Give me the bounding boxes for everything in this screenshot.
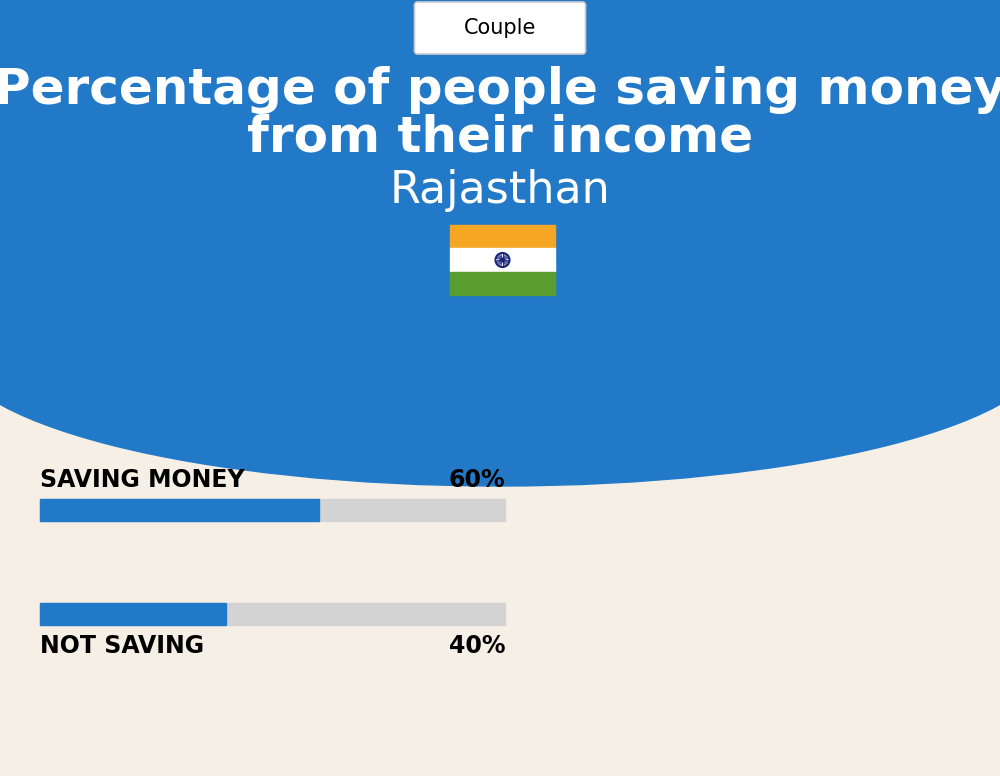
Ellipse shape xyxy=(0,206,1000,486)
Text: from their income: from their income xyxy=(247,114,753,162)
Circle shape xyxy=(501,258,504,262)
Text: Couple: Couple xyxy=(464,18,536,38)
Bar xyxy=(450,248,555,272)
Text: NOT SAVING: NOT SAVING xyxy=(40,634,204,658)
Bar xyxy=(40,603,505,625)
Bar xyxy=(40,603,226,625)
Bar xyxy=(450,272,555,295)
Bar xyxy=(40,499,319,521)
Text: 60%: 60% xyxy=(448,468,505,492)
Bar xyxy=(0,0,1000,346)
Text: Percentage of people saving money: Percentage of people saving money xyxy=(0,66,1000,114)
Text: SAVING MONEY: SAVING MONEY xyxy=(40,468,245,492)
FancyBboxPatch shape xyxy=(415,2,586,54)
Bar xyxy=(40,499,505,521)
Text: 40%: 40% xyxy=(448,634,505,658)
Bar xyxy=(450,225,555,248)
Text: Rajasthan: Rajasthan xyxy=(390,169,610,213)
